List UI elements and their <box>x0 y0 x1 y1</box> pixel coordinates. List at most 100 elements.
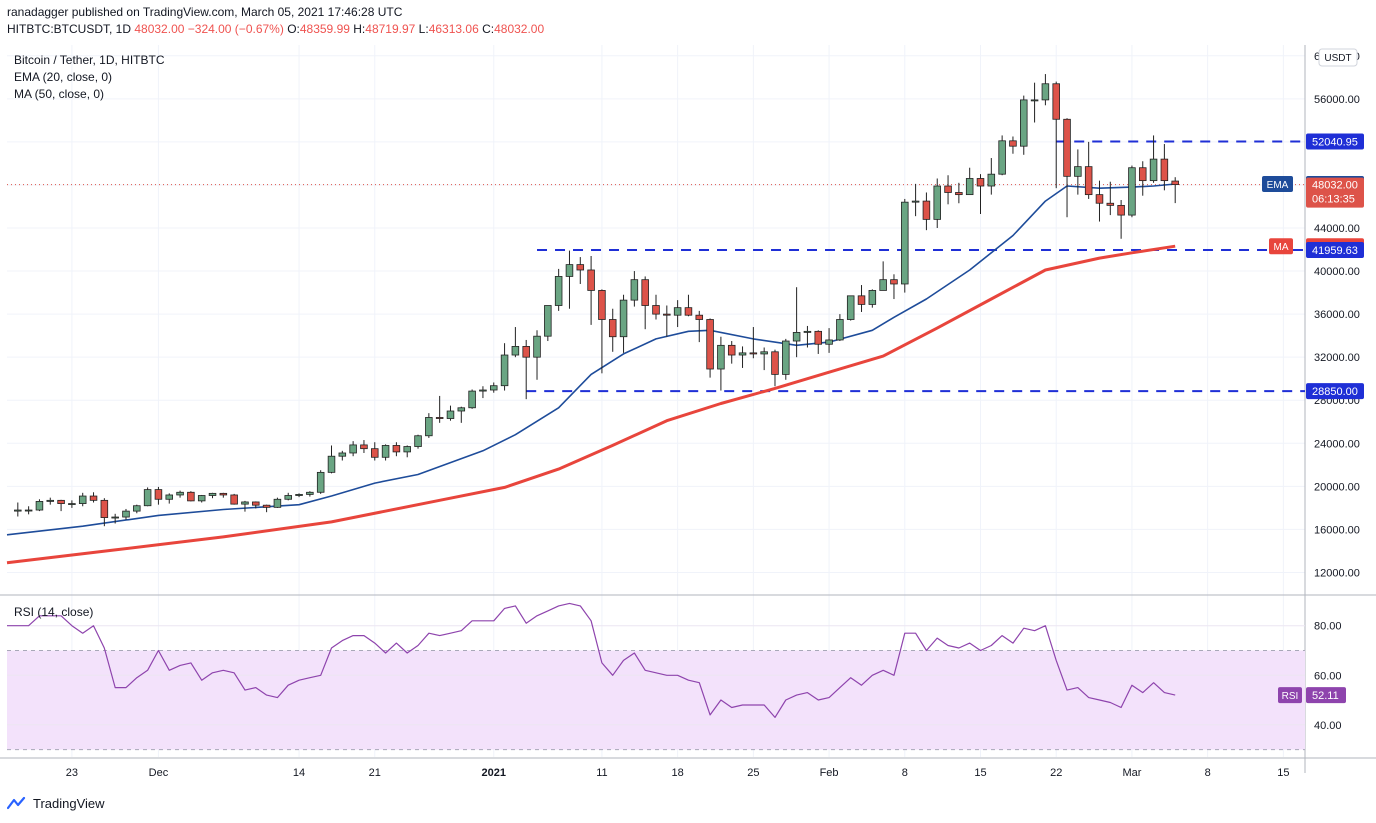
candle-body <box>879 279 887 291</box>
candle-body <box>641 279 649 306</box>
candle-body <box>435 417 444 419</box>
ema-label-tag <box>1262 175 1293 192</box>
candle-body <box>955 192 963 196</box>
candle-body <box>133 505 141 512</box>
candle-body <box>901 201 909 285</box>
time-tick-label: 25 <box>747 767 759 779</box>
brand-name: TradingView <box>33 795 105 811</box>
candle-body <box>771 351 779 375</box>
candle-body <box>911 200 920 203</box>
candle-body <box>262 504 271 508</box>
candle-body <box>57 499 65 504</box>
candle-body <box>727 344 736 356</box>
candle-body <box>24 509 33 512</box>
candle-body <box>241 501 249 505</box>
candle-body <box>890 279 898 285</box>
time-tick-label: 15 <box>1277 767 1289 779</box>
candle-body <box>1074 166 1082 177</box>
rsi-label-tag <box>1278 687 1302 704</box>
candle-body <box>544 305 552 337</box>
rsi-band <box>7 650 1305 750</box>
publisher-name[interactable]: ranadagger <box>7 5 69 19</box>
countdown-text: 06:13:35 <box>1312 194 1355 206</box>
candle-body <box>360 444 368 450</box>
candle-body <box>468 390 476 409</box>
candle-body <box>187 491 195 502</box>
legend-symbol[interactable]: Bitcoin / Tether, 1D, HITBTC <box>14 53 165 67</box>
candle-body <box>176 491 184 496</box>
candle-body <box>208 492 217 496</box>
rsi-value-tag <box>1306 687 1346 704</box>
ohlc-bar: HITBTC:BTCUSDT, 1D 48032.00 −324.00 (−0.… <box>7 22 544 36</box>
candle-body <box>349 444 357 454</box>
tradingview-brand[interactable]: TradingView <box>7 795 105 811</box>
candle-body <box>252 501 260 506</box>
candle-body <box>230 494 238 505</box>
candle-body <box>295 494 303 496</box>
candle-body <box>987 173 996 187</box>
rsi-line <box>7 602 1176 718</box>
candle-body <box>111 516 119 519</box>
candle-body <box>976 178 985 187</box>
candle-body <box>446 410 455 419</box>
candle-body <box>663 313 671 316</box>
candle-body <box>587 269 595 291</box>
candle-body <box>1171 180 1179 185</box>
price-tick-label: 24000.00 <box>1314 438 1360 450</box>
candle-body <box>598 290 606 320</box>
legend-rsi[interactable]: RSI (14, close) <box>14 605 94 619</box>
open-value: 48359.99 <box>299 22 350 36</box>
legend-ema[interactable]: EMA (20, close, 0) <box>14 70 113 84</box>
time-tick-label: 8 <box>902 767 908 779</box>
price-tick-label: 32000.00 <box>1314 352 1360 364</box>
candle-body <box>814 330 823 345</box>
price-tick-label: 40000.00 <box>1314 266 1360 278</box>
candle-body <box>100 499 109 518</box>
level-price-tag <box>1306 241 1364 258</box>
candle-body <box>316 471 325 493</box>
publish-text: published on TradingView.com, March 05, … <box>68 5 403 19</box>
candle-body <box>219 492 228 496</box>
ma-label-text: MA <box>1274 242 1289 253</box>
candle-body <box>143 489 152 507</box>
level-price-tag <box>1306 133 1364 150</box>
candle-body <box>706 319 714 370</box>
rsi-tick-label: 60.00 <box>1314 670 1342 682</box>
candle-body <box>392 445 401 453</box>
candle-body <box>652 305 660 315</box>
candle-body <box>619 299 628 338</box>
candle-body <box>868 290 877 305</box>
candle-body <box>68 503 76 505</box>
price-tick-label: 16000.00 <box>1314 524 1360 536</box>
candle-body <box>576 264 585 271</box>
time-tick-label: 11 <box>596 767 607 779</box>
time-tick-label: Dec <box>149 767 169 779</box>
price-tick-label: 44000.00 <box>1314 223 1360 235</box>
candle-body <box>306 491 314 495</box>
candle-body <box>792 332 801 342</box>
candle-body <box>381 445 390 458</box>
rsi-tick-label: 80.00 <box>1314 621 1342 633</box>
price-change: −324.00 (−0.67%) <box>187 22 284 36</box>
candle-body <box>489 385 498 391</box>
candle-body <box>998 140 1006 175</box>
candle-body <box>857 295 866 305</box>
rsi-tick-label: 40.00 <box>1314 720 1342 732</box>
candle-body <box>1041 83 1050 101</box>
close-label: C: <box>482 22 495 36</box>
candle-body <box>78 495 87 504</box>
candle-body <box>717 344 725 370</box>
legend-ma[interactable]: MA (50, close, 0) <box>14 87 105 101</box>
close-value: 48032.00 <box>494 22 545 36</box>
candle-body <box>1020 99 1028 147</box>
last-price: 48032.00 <box>134 22 185 36</box>
time-tick-label: 22 <box>1050 767 1062 779</box>
candle-body <box>479 389 487 392</box>
tradingview-logo-icon <box>7 796 26 810</box>
ema-label-text: EMA <box>1267 180 1289 191</box>
time-tick-label: 2021 <box>482 767 506 779</box>
candle-body <box>533 335 541 358</box>
time-tick-label: 15 <box>974 767 986 779</box>
candle-body <box>760 351 768 355</box>
time-tick-label: 14 <box>293 767 305 779</box>
